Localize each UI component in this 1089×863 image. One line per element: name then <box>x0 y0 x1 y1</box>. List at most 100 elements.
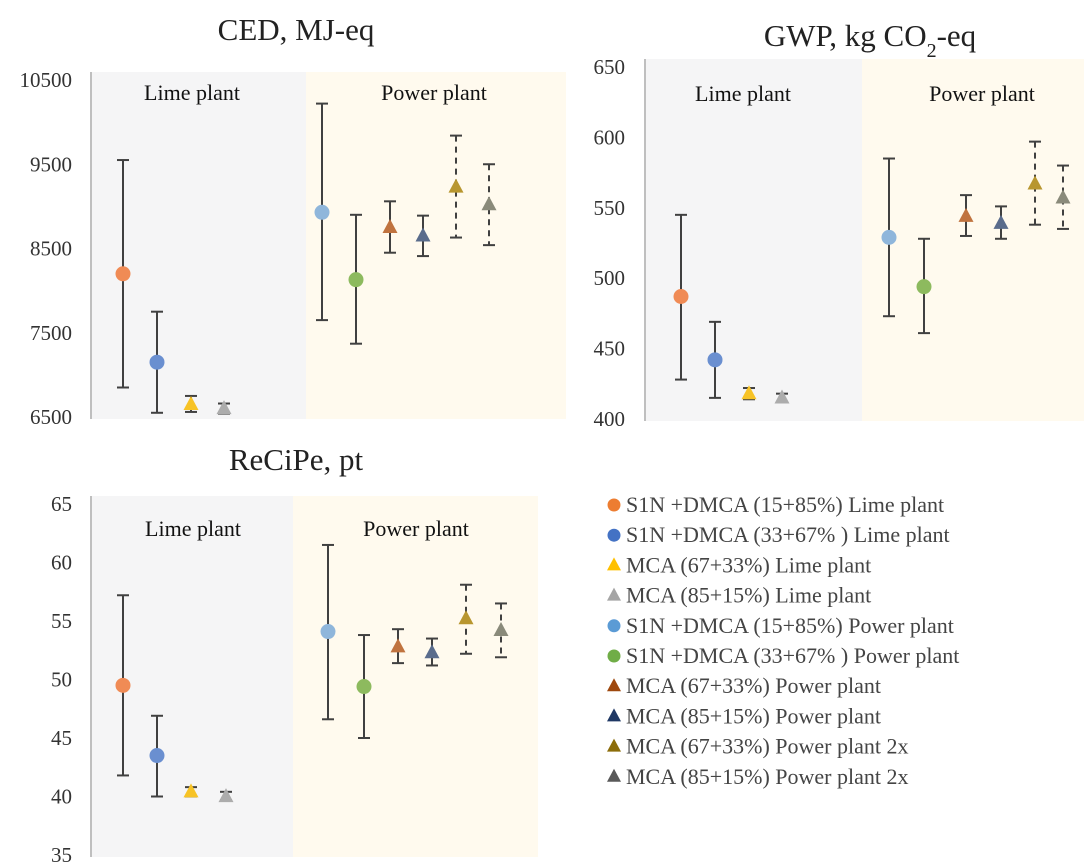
y-tick-label: 45 <box>51 726 72 750</box>
y-tick-label: 450 <box>594 337 626 361</box>
legend-circle-marker <box>607 498 621 512</box>
triangle-marker <box>1055 189 1071 204</box>
legend-item: MCA (67+33%) Power plant 2x <box>607 734 909 759</box>
lime-plant-region <box>91 496 293 857</box>
triangle-marker <box>218 788 234 803</box>
lime-plant-label: Lime plant <box>144 80 240 105</box>
legend-item: S1N +DMCA (33+67% ) Power plant <box>607 643 959 668</box>
y-tick-label: 400 <box>594 407 626 431</box>
chart-title-main: CED, MJ-eq <box>218 12 375 47</box>
y-tick-label: 650 <box>594 55 626 79</box>
point-series-3 <box>183 783 199 798</box>
circle-marker <box>115 266 131 282</box>
point-series-6 <box>356 634 372 739</box>
circle-marker <box>881 229 897 245</box>
y-tick-label: 500 <box>594 266 626 290</box>
circle-marker <box>356 679 372 695</box>
y-tick-label: 550 <box>594 196 626 220</box>
legend-label: MCA (85+15%) Power plant 2x <box>626 764 909 789</box>
triangle-marker <box>183 783 199 798</box>
triangle-marker <box>458 610 474 625</box>
y-tick-label: 40 <box>51 785 72 809</box>
legend-triangle-marker <box>607 557 621 571</box>
point-series-7 <box>382 200 398 254</box>
chart-title-main: ReCiPe, pt <box>229 442 364 477</box>
circle-marker <box>673 289 689 305</box>
point-series-2 <box>149 714 165 798</box>
point-series-10 <box>1055 164 1071 230</box>
chart-title: GWP, kg CO2-eq <box>764 18 976 62</box>
legend-item: MCA (85+15%) Power plant 2x <box>607 764 909 789</box>
point-series-5 <box>881 157 897 318</box>
triangle-marker <box>183 395 199 410</box>
legend-item: MCA (67+33%) Power plant <box>607 673 881 698</box>
point-series-8 <box>415 214 431 258</box>
y-tick-label: 50 <box>51 668 72 692</box>
point-series-3 <box>183 394 199 413</box>
point-series-4 <box>216 400 232 415</box>
legend-label: MCA (85+15%) Power plant <box>626 703 881 728</box>
point-series-6 <box>348 213 364 345</box>
y-tick-label: 600 <box>594 125 626 149</box>
power-plant-label: Power plant <box>363 516 469 541</box>
legend-item: MCA (85+15%) Power plant <box>607 703 881 728</box>
legend-circle-marker <box>607 649 621 663</box>
power-plant-region <box>306 72 566 419</box>
point-series-5 <box>320 543 336 721</box>
legend-circle-marker <box>607 528 621 542</box>
legend: S1N +DMCA (15+85%) Lime plant S1N +DMCA (… <box>607 492 959 789</box>
legend-label: MCA (67+33%) Power plant <box>626 673 881 698</box>
point-series-8 <box>993 205 1009 240</box>
circle-marker <box>149 354 165 370</box>
legend-label: MCA (67+33%) Lime plant <box>626 552 871 577</box>
point-series-4 <box>218 788 234 803</box>
legend-item: S1N +DMCA (15+85%) Lime plant <box>607 492 944 517</box>
point-series-9 <box>1027 140 1043 226</box>
recipe-chart: ReCiPe, pt Lime plant Power plant 65 60 55… <box>51 442 538 863</box>
legend-label: S1N +DMCA (15+85%) Lime plant <box>626 492 944 517</box>
power-plant-region <box>293 496 538 857</box>
y-tick-label: 35 <box>51 843 72 863</box>
point-series-8 <box>424 637 440 667</box>
y-tick-label: 8500 <box>30 237 72 261</box>
legend-label: S1N +DMCA (33+67% ) Lime plant <box>626 522 950 547</box>
y-tick-label: 60 <box>51 551 72 575</box>
y-tick-label: 9500 <box>30 152 72 176</box>
chart-title-tail: -eq <box>937 18 977 53</box>
lime-plant-label: Lime plant <box>145 516 241 541</box>
triangle-marker <box>741 385 757 400</box>
point-series-1 <box>673 213 689 381</box>
legend-item: S1N +DMCA (15+85%) Power plant <box>607 613 954 638</box>
point-series-1 <box>115 159 131 389</box>
power-plant-region <box>862 59 1084 421</box>
ced-chart: CED, MJ-eq Lime plant Power plant 10500 9… <box>20 12 566 429</box>
power-plant-label: Power plant <box>929 81 1035 106</box>
legend-triangle-marker <box>607 768 621 782</box>
lime-plant-region <box>91 72 306 419</box>
legend-triangle-marker <box>607 587 621 601</box>
circle-marker <box>707 352 723 368</box>
triangle-marker <box>382 219 398 234</box>
triangle-marker <box>493 621 509 636</box>
point-series-2 <box>149 310 165 414</box>
legend-item: MCA (67+33%) Lime plant <box>607 552 871 577</box>
triangle-marker <box>390 638 406 653</box>
y-tick-label: 55 <box>51 609 72 633</box>
circle-marker <box>115 677 131 693</box>
point-series-10 <box>481 163 497 247</box>
legend-triangle-marker <box>607 678 621 692</box>
triangle-marker <box>424 644 440 659</box>
chart-title: CED, MJ-eq <box>218 12 375 47</box>
chart-title-subscript: 2 <box>927 40 937 62</box>
point-series-9 <box>448 134 464 239</box>
triangle-marker <box>481 196 497 211</box>
point-series-3 <box>741 385 757 401</box>
triangle-marker <box>415 227 431 242</box>
legend-triangle-marker <box>607 708 621 722</box>
triangle-marker <box>216 400 232 415</box>
point-series-2 <box>707 320 723 399</box>
point-series-7 <box>390 628 406 665</box>
chart-title: ReCiPe, pt <box>229 442 364 477</box>
point-series-7 <box>958 194 974 237</box>
